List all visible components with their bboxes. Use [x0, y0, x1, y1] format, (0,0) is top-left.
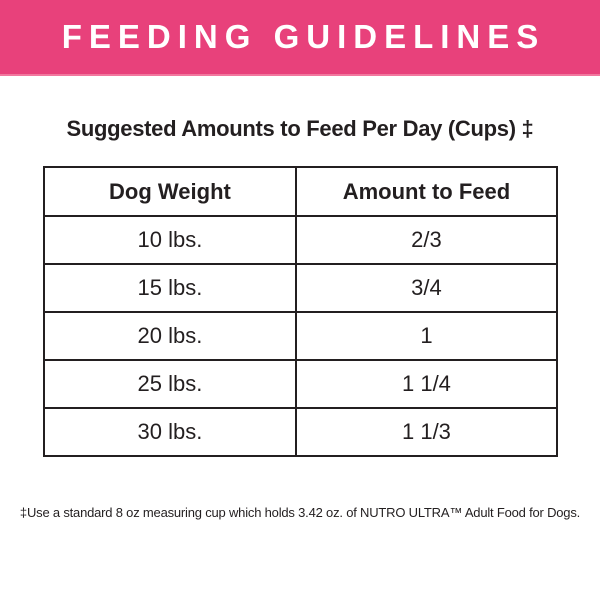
table-row: 15 lbs. 3/4 [42, 263, 558, 313]
cell-dog-weight: 20 lbs. [42, 311, 298, 361]
cell-dog-weight: 25 lbs. [42, 359, 298, 409]
cell-amount-to-feed: 2/3 [295, 215, 558, 265]
table-row: 10 lbs. 2/3 [42, 215, 558, 265]
column-header-dog-weight: Dog Weight [42, 166, 298, 217]
cell-amount-to-feed: 3/4 [295, 263, 558, 313]
table-row: 25 lbs. 1 1/4 [42, 359, 558, 409]
cell-amount-to-feed: 1 1/4 [295, 359, 558, 409]
table-header-row: Dog Weight Amount to Feed [42, 166, 558, 217]
cell-amount-to-feed: 1 [295, 311, 558, 361]
cell-dog-weight: 15 lbs. [42, 263, 298, 313]
footnote: ‡Use a standard 8 oz measuring cup which… [19, 505, 581, 520]
column-header-amount-to-feed: Amount to Feed [295, 166, 558, 217]
banner: FEEDING GUIDELINES [0, 0, 600, 76]
banner-title: FEEDING GUIDELINES [61, 18, 546, 55]
table-row: 30 lbs. 1 1/3 [42, 407, 558, 457]
cell-amount-to-feed: 1 1/3 [295, 407, 558, 457]
cell-dog-weight: 10 lbs. [42, 215, 298, 265]
cell-dog-weight: 30 lbs. [42, 407, 298, 457]
section-title: Suggested Amounts to Feed Per Day (Cups)… [66, 116, 534, 141]
feeding-guidelines-table: Dog Weight Amount to Feed 10 lbs. 2/3 15… [42, 166, 558, 457]
table-row: 20 lbs. 1 [42, 311, 558, 361]
